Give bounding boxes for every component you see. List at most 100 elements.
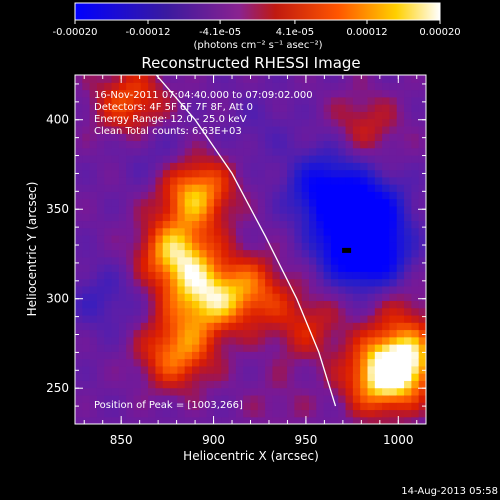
heatmap-cell xyxy=(96,242,105,251)
heatmap-cell xyxy=(162,322,171,331)
heatmap-cell xyxy=(352,154,361,163)
heatmap-cell xyxy=(82,249,91,258)
heatmap-cell xyxy=(184,162,193,171)
heatmap-cell xyxy=(111,242,120,251)
heatmap-cell xyxy=(133,314,142,323)
heatmap-cell xyxy=(396,140,405,149)
heatmap-cell xyxy=(287,264,295,272)
heatmap-cell xyxy=(360,278,369,287)
heatmap-cell xyxy=(396,351,405,360)
heatmap-cell xyxy=(89,242,98,251)
y-tick-label: 250 xyxy=(46,381,69,395)
heatmap-cell xyxy=(126,169,135,178)
heatmap-cell xyxy=(396,271,405,280)
heatmap-cell xyxy=(418,242,426,251)
heatmap-cell xyxy=(330,118,339,127)
heatmap-cell xyxy=(367,82,376,91)
heatmap-cell xyxy=(352,322,361,331)
heatmap-cell xyxy=(301,300,310,309)
heatmap-cell xyxy=(148,169,157,178)
heatmap-cell xyxy=(272,169,281,178)
heatmap-cell xyxy=(206,227,215,236)
heatmap-cell xyxy=(199,96,208,105)
heatmap-cell xyxy=(82,344,91,352)
heatmap-cell xyxy=(257,394,266,403)
heatmap-cell xyxy=(301,96,310,105)
heatmap-cell xyxy=(352,234,361,243)
heatmap-cell xyxy=(352,373,361,381)
heatmap-cell xyxy=(418,89,426,98)
heatmap-cell xyxy=(82,96,91,105)
heatmap-cell xyxy=(418,82,426,91)
heatmap-cell xyxy=(374,249,383,258)
heatmap-cell xyxy=(411,264,420,272)
heatmap-cell xyxy=(411,176,420,185)
heatmap-cell xyxy=(235,365,244,374)
heatmap-cell xyxy=(148,140,157,149)
heatmap-cell xyxy=(323,329,332,338)
heatmap-cell xyxy=(279,409,288,418)
heatmap-cell xyxy=(104,285,113,294)
heatmap-cell xyxy=(389,387,398,396)
heatmap-cell xyxy=(104,256,113,265)
heatmap-cell xyxy=(250,234,259,243)
heatmap-cell xyxy=(111,125,120,134)
heatmap-cell xyxy=(140,307,149,316)
heatmap-cell xyxy=(104,402,113,411)
heatmap-cell xyxy=(184,264,193,272)
heatmap-cell xyxy=(213,75,222,83)
heatmap-cell xyxy=(213,176,222,185)
heatmap-cell xyxy=(301,409,310,418)
heatmap-cell xyxy=(396,249,405,258)
heatmap-cell xyxy=(104,307,113,316)
heatmap-cell xyxy=(148,394,157,403)
heatmap-cell xyxy=(316,220,325,229)
heatmap-cell xyxy=(111,394,120,403)
heatmap-cell xyxy=(148,147,157,156)
heatmap-cell xyxy=(96,169,105,178)
heatmap-cell xyxy=(250,314,259,323)
heatmap-cell xyxy=(221,75,230,83)
heatmap-cell xyxy=(404,118,412,127)
heatmap-cell xyxy=(382,227,391,236)
heatmap-cell xyxy=(404,162,412,171)
heatmap-cell xyxy=(170,96,178,105)
heatmap-cell xyxy=(111,365,120,374)
heatmap-cell xyxy=(338,89,347,98)
heatmap-cell xyxy=(206,147,215,156)
heatmap-cell xyxy=(140,409,149,418)
heatmap-cell xyxy=(287,220,295,229)
heatmap-cell xyxy=(272,220,281,229)
x-tick-label: 850 xyxy=(110,433,133,447)
heatmap-cell xyxy=(140,176,149,185)
heatmap-cell xyxy=(235,351,244,360)
heatmap-cell xyxy=(228,184,237,192)
heatmap-cell xyxy=(382,191,391,200)
heatmap-cell xyxy=(75,96,83,105)
heatmap-cell xyxy=(104,75,113,83)
heatmap-cell xyxy=(301,242,310,251)
heatmap-cell xyxy=(250,351,259,360)
heatmap-cell xyxy=(294,264,303,272)
heatmap-cell xyxy=(213,213,222,222)
heatmap-cell xyxy=(96,307,105,316)
heatmap-cell xyxy=(279,220,288,229)
heatmap-cell xyxy=(352,147,361,156)
heatmap-cell xyxy=(418,227,426,236)
heatmap-cell xyxy=(199,147,208,156)
heatmap-cell xyxy=(360,96,369,105)
heatmap-cell xyxy=(184,111,193,120)
heatmap-cell xyxy=(374,96,383,105)
heatmap-cell xyxy=(411,242,420,251)
heatmap-cell xyxy=(133,373,142,381)
heatmap-cell xyxy=(330,140,339,149)
heatmap-cell xyxy=(133,351,142,360)
heatmap-cell xyxy=(184,416,193,424)
heatmap-cell xyxy=(411,191,420,200)
heatmap-cell xyxy=(170,184,178,192)
heatmap-cell xyxy=(367,351,376,360)
heatmap-cell xyxy=(126,264,135,272)
heatmap-cell xyxy=(148,322,157,331)
heatmap-cell xyxy=(418,278,426,287)
heatmap-cell xyxy=(148,205,157,214)
